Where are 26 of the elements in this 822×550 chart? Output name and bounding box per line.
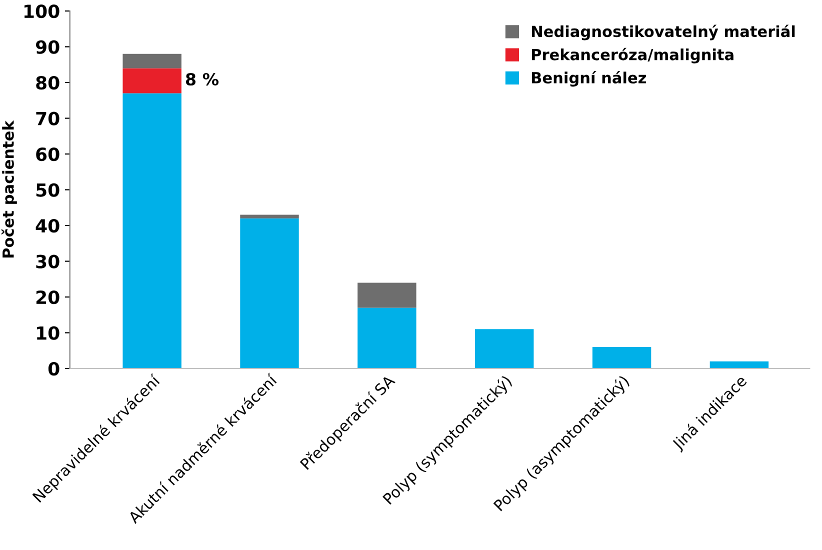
bar [475,329,534,368]
bar [592,347,652,368]
y-tick-label: 50 [36,183,60,197]
bar [240,218,299,368]
bar [122,54,182,68]
y-tick-label: 20 [36,290,60,304]
y-tick-label: 40 [36,218,60,233]
y-tick-label: 80 [36,76,60,90]
bar [710,361,769,368]
legend-label: Nediagnostikovatelný materiál [532,24,795,40]
legend-label: Prekanceróza/malignita [532,48,734,64]
bar [122,93,182,368]
y-tick-label: 10 [37,326,60,340]
y-axis-title: Počet pacientek [2,120,17,258]
annotation: 8 % [186,72,219,86]
y-tick-label: 30 [36,254,60,268]
legend-label: Benigní nález [532,71,646,87]
y-tick-label: 70 [36,112,60,126]
bar [122,68,182,94]
y-tick-label: 0 [48,362,60,376]
bar [358,308,416,368]
y-tick-label: 100 [24,4,60,18]
bar [240,214,299,218]
bar [358,282,416,308]
y-tick-label: 90 [36,40,60,54]
y-tick-label: 60 [36,147,60,162]
